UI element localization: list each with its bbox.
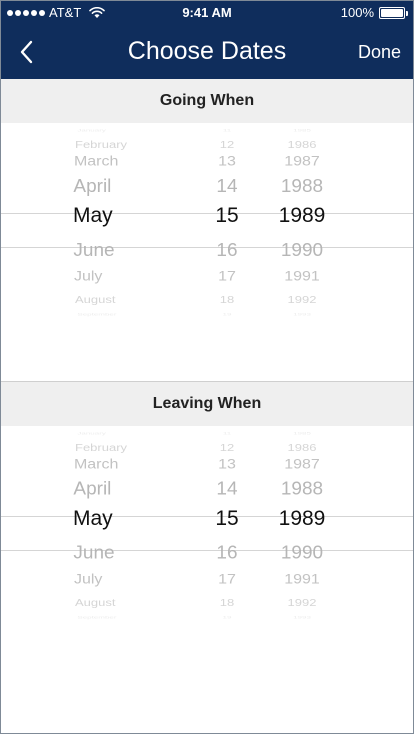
- selection-band: [1, 516, 413, 551]
- going-when-header: Going When: [1, 79, 413, 123]
- status-bar: AT&T 9:41 AM 100%: [1, 1, 413, 25]
- picker-option[interactable]: 18: [219, 597, 235, 609]
- picker-option[interactable]: January: [77, 128, 106, 133]
- selected-year[interactable]: 1989: [278, 204, 326, 228]
- picker-option[interactable]: 19: [222, 312, 232, 317]
- section-divider: [1, 381, 413, 382]
- picker-option[interactable]: 1991: [284, 269, 320, 285]
- picker-option[interactable]: 13: [218, 457, 236, 473]
- picker-option[interactable]: 1988: [280, 176, 324, 197]
- top-bar: AT&T 9:41 AM 100% Choose: [1, 1, 413, 79]
- picker-option[interactable]: August: [75, 597, 116, 609]
- battery-icon: [379, 6, 408, 19]
- picker-option[interactable]: March: [73, 154, 119, 170]
- picker-option[interactable]: 19: [222, 615, 232, 620]
- picker-option[interactable]: 11: [222, 128, 232, 133]
- picker-option[interactable]: June: [73, 240, 115, 261]
- picker-option[interactable]: February: [75, 442, 128, 454]
- picker-option[interactable]: 1986: [287, 139, 317, 151]
- picker-option[interactable]: 1992: [287, 597, 317, 609]
- picker-option[interactable]: April: [73, 479, 112, 500]
- picker-option[interactable]: 1987: [284, 457, 320, 473]
- picker-option[interactable]: 1990: [280, 240, 324, 261]
- picker-option[interactable]: July: [73, 269, 103, 285]
- selected-day[interactable]: 15: [215, 204, 239, 228]
- picker-option[interactable]: April: [73, 176, 112, 197]
- picker-option[interactable]: 1993: [293, 312, 311, 317]
- picker-option[interactable]: March: [73, 457, 119, 473]
- picker-option[interactable]: 14: [216, 479, 238, 500]
- picker-option[interactable]: 16: [216, 240, 238, 261]
- selection-band: [1, 213, 413, 248]
- picker-option[interactable]: 1986: [287, 442, 317, 454]
- picker-option[interactable]: 17: [218, 572, 236, 588]
- back-button[interactable]: [11, 37, 41, 67]
- selected-month[interactable]: May: [73, 507, 113, 531]
- picker-option[interactable]: 14: [216, 176, 238, 197]
- picker-option[interactable]: 13: [218, 154, 236, 170]
- picker-option[interactable]: 1992: [287, 294, 317, 306]
- carrier-label: AT&T: [49, 5, 82, 20]
- signal-strength-icon: [7, 9, 45, 16]
- done-button[interactable]: Done: [357, 42, 401, 62]
- chevron-left-icon: [20, 40, 33, 64]
- picker-option[interactable]: 11: [222, 431, 232, 436]
- picker-option[interactable]: 12: [219, 139, 235, 151]
- picker-option[interactable]: 12: [219, 442, 235, 454]
- picker-option[interactable]: 1990: [280, 543, 324, 564]
- picker-option[interactable]: 1988: [280, 479, 324, 500]
- picker-option[interactable]: September: [77, 615, 117, 620]
- status-left: AT&T: [7, 5, 106, 20]
- status-time: 9:41 AM: [182, 5, 232, 20]
- picker-option[interactable]: February: [75, 139, 128, 151]
- selected-year[interactable]: 1989: [278, 507, 326, 531]
- battery-percent: 100%: [340, 5, 374, 20]
- selected-day[interactable]: 15: [215, 507, 239, 531]
- going-when-date-picker[interactable]: January February March April May June July Augu…: [1, 123, 413, 323]
- picker-option[interactable]: 1985: [293, 431, 311, 436]
- leaving-when-date-picker[interactable]: January February March April May June July Augu…: [1, 426, 413, 626]
- picker-option[interactable]: July: [73, 572, 103, 588]
- picker-option[interactable]: 1993: [293, 615, 311, 620]
- picker-option[interactable]: 1991: [284, 572, 320, 588]
- battery-fill: [381, 8, 403, 17]
- selected-month[interactable]: May: [73, 204, 113, 228]
- picker-option[interactable]: August: [75, 294, 116, 306]
- picker-option[interactable]: 1987: [284, 154, 320, 170]
- leaving-when-header: Leaving When: [1, 382, 413, 426]
- picker-option[interactable]: September: [77, 312, 117, 317]
- wifi-icon: [89, 6, 106, 18]
- page-title: Choose Dates: [127, 37, 287, 65]
- picker-option[interactable]: 16: [216, 543, 238, 564]
- picker-option[interactable]: 17: [218, 269, 236, 285]
- picker-option[interactable]: 1985: [293, 128, 311, 133]
- picker-option[interactable]: 18: [219, 294, 235, 306]
- nav-bar: Choose Dates Done: [1, 25, 413, 79]
- picker-option[interactable]: June: [73, 543, 115, 564]
- picker-option[interactable]: January: [77, 431, 106, 436]
- status-right: 100%: [340, 5, 408, 20]
